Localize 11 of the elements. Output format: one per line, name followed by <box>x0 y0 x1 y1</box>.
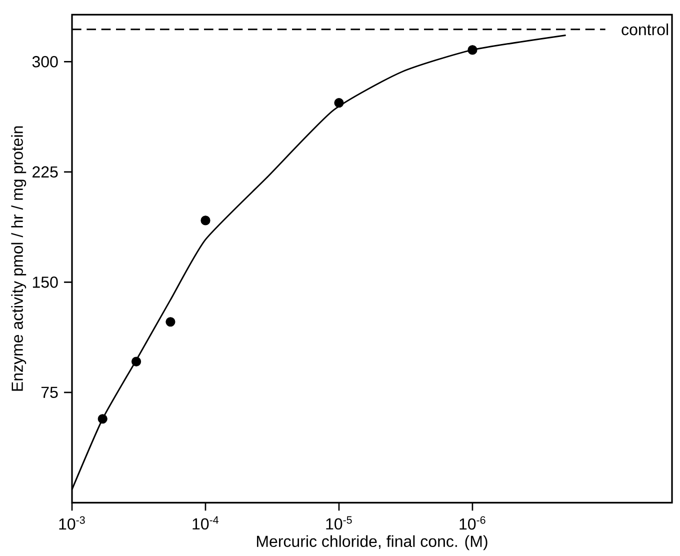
x-tick-label: 10$^{-4}$ <box>192 516 218 530</box>
x-tick-label: 10$^{-3}$ <box>59 516 85 530</box>
x-tick-label: 10$^{-6}$ <box>460 516 486 530</box>
ref-line-label: control <box>622 24 668 36</box>
x-axis-title: Mercuric chloride, final conc. (M) <box>257 536 488 550</box>
y-tick-label: 300 <box>32 56 58 68</box>
y-tick-label: 75 <box>41 387 58 398</box>
y-axis-title: Enzyme activity pmol / hr / mg protein <box>11 126 26 391</box>
y-tick-label: 225 <box>32 166 58 178</box>
x-tick-label: 10$^{-5}$ <box>326 516 352 530</box>
y-tick-label: 150 <box>32 276 58 288</box>
